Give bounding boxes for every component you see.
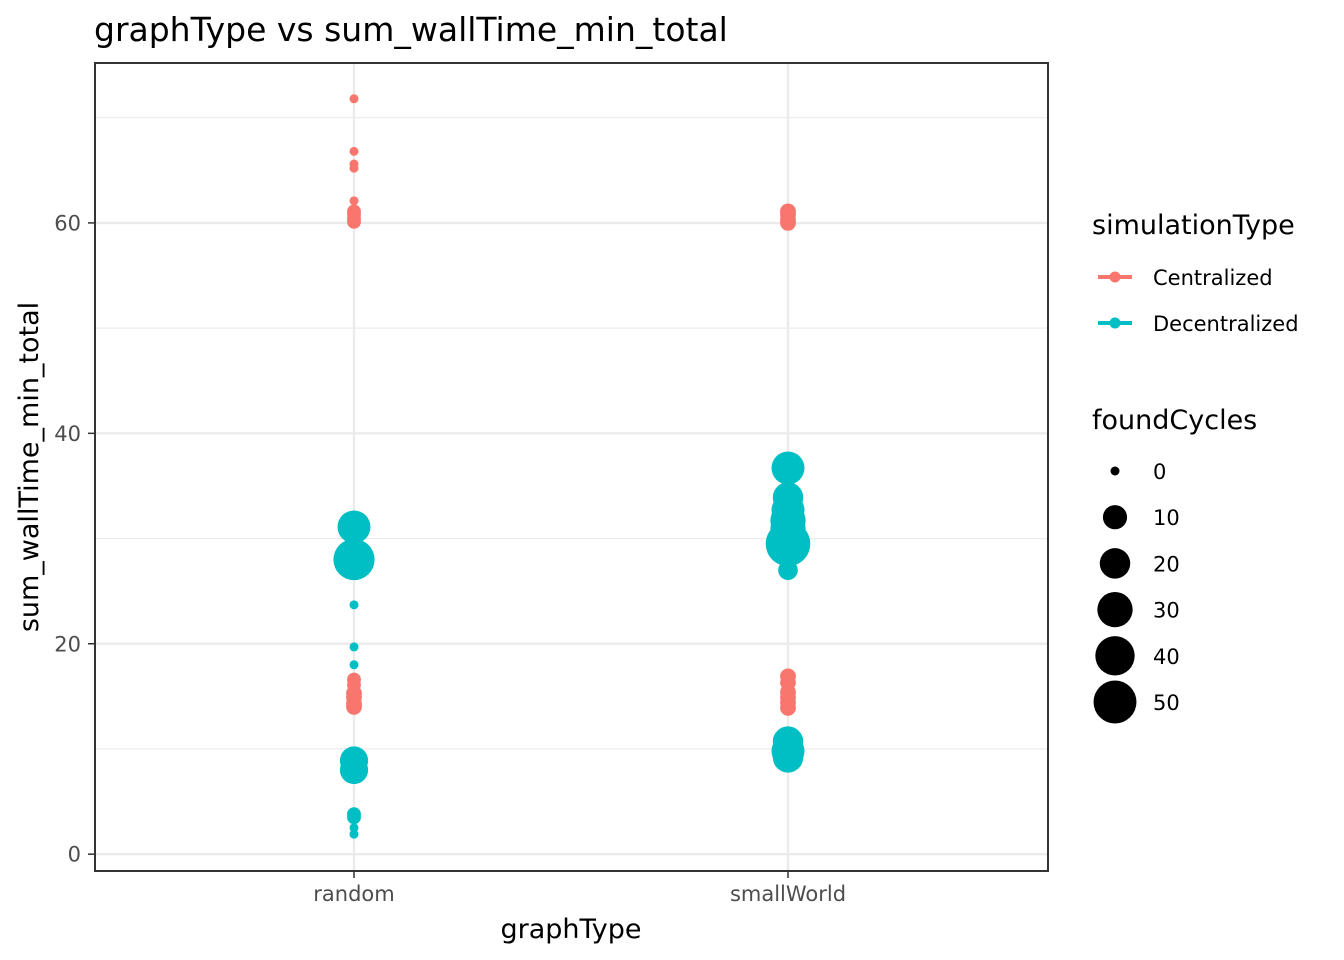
legend-size-label: 10 bbox=[1153, 506, 1180, 530]
data-point bbox=[349, 600, 359, 610]
data-point bbox=[771, 451, 805, 485]
data-point bbox=[349, 146, 359, 156]
data-point bbox=[349, 829, 359, 839]
legend-key-point bbox=[1109, 317, 1121, 329]
data-point bbox=[337, 510, 371, 544]
legend-size-label: 50 bbox=[1153, 691, 1180, 715]
data-point bbox=[349, 163, 359, 173]
legend-size-label: 40 bbox=[1153, 645, 1180, 669]
legend-found-cycles: foundCycles 0 10 20 30 40 50 bbox=[1092, 405, 1257, 724]
legend-size-title: foundCycles bbox=[1092, 405, 1257, 436]
axes: 0 20 40 60 random smallWorld bbox=[54, 211, 846, 906]
x-axis-title: graphType bbox=[500, 914, 641, 945]
data-point bbox=[349, 94, 359, 104]
data-point bbox=[347, 810, 361, 825]
y-tick-label: 20 bbox=[54, 632, 81, 656]
data-point bbox=[349, 823, 359, 833]
legend-size-key bbox=[1095, 636, 1135, 676]
y-tick-label: 40 bbox=[54, 422, 81, 446]
data-point bbox=[333, 538, 375, 581]
legend-color-label: Centralized bbox=[1153, 266, 1273, 290]
x-tick-label: random bbox=[313, 882, 394, 906]
legend-key-point bbox=[1109, 271, 1121, 283]
legend-size-key bbox=[1097, 591, 1133, 628]
legend-simulation-type: simulationType Centralized Decentralized bbox=[1092, 210, 1299, 336]
y-axis-title: sum_wallTime_min_total bbox=[14, 302, 45, 632]
y-tick-label: 0 bbox=[68, 843, 81, 867]
legend-color-title: simulationType bbox=[1092, 210, 1295, 241]
x-tick-label: smallWorld bbox=[730, 882, 846, 906]
legend-size-key bbox=[1093, 680, 1137, 724]
legend-size-key bbox=[1110, 466, 1120, 476]
data-point bbox=[765, 521, 811, 567]
data-point bbox=[349, 660, 359, 670]
data-point bbox=[780, 700, 796, 716]
legend-size-label: 0 bbox=[1153, 460, 1166, 484]
chart-title: graphType vs sum_wallTime_min_total bbox=[94, 10, 728, 49]
legend-size-label: 20 bbox=[1153, 552, 1180, 576]
legend-size-label: 30 bbox=[1153, 599, 1180, 623]
data-point bbox=[778, 560, 798, 580]
data-point bbox=[772, 742, 804, 773]
plot-border bbox=[94, 62, 1049, 872]
data-point bbox=[349, 196, 359, 206]
data-point bbox=[346, 698, 362, 715]
legend-size-key bbox=[1099, 548, 1131, 579]
legend-color-label: Decentralized bbox=[1153, 312, 1299, 336]
plot-panel bbox=[95, 63, 1048, 871]
data-point bbox=[339, 755, 369, 785]
y-tick-label: 60 bbox=[54, 211, 81, 235]
data-point bbox=[347, 214, 361, 229]
data-point bbox=[780, 215, 796, 231]
data-point bbox=[349, 642, 359, 652]
legend-size-key bbox=[1102, 505, 1128, 530]
data-points bbox=[333, 94, 811, 839]
